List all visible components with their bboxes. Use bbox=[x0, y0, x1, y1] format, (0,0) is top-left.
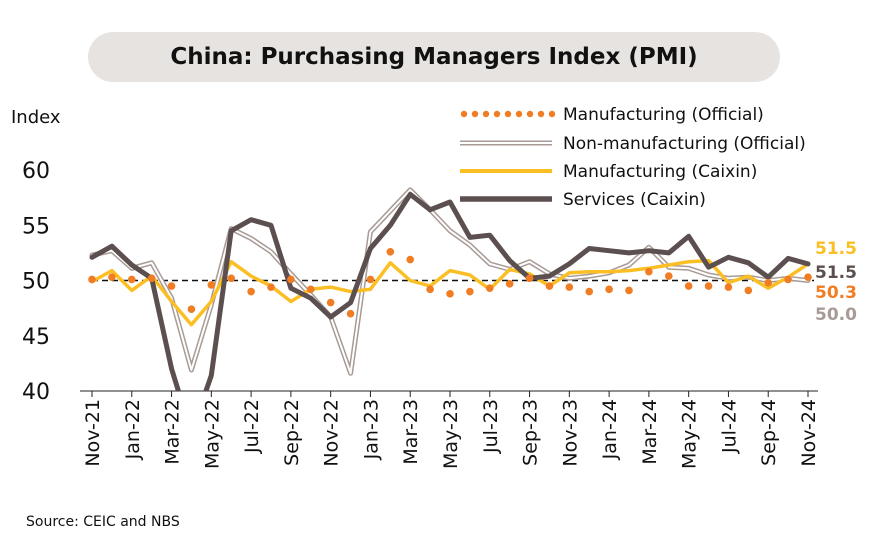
data-point-manufacturing-official bbox=[326, 298, 335, 307]
data-point-manufacturing-official bbox=[645, 267, 653, 276]
data-point-manufacturing-official bbox=[426, 285, 434, 294]
end-value-label: 50.3 bbox=[815, 283, 857, 303]
y-tick-label: 40 bbox=[22, 380, 50, 405]
data-point-manufacturing-official bbox=[147, 274, 156, 283]
plot-area bbox=[88, 187, 812, 391]
x-tick-label: Jul-24 bbox=[718, 399, 740, 454]
legend-swatch-manufacturing-official bbox=[504, 110, 512, 118]
x-tick-label: Jul-23 bbox=[480, 399, 502, 454]
chart-title: China: Purchasing Managers Index (PMI) bbox=[170, 44, 698, 70]
legend-label: Services (Caixin) bbox=[563, 190, 706, 210]
y-axis-label: Index bbox=[11, 107, 61, 128]
data-point-manufacturing-official bbox=[187, 305, 196, 314]
y-tick-label: 45 bbox=[22, 325, 50, 350]
x-tick-label: Nov-23 bbox=[559, 399, 581, 467]
legend-swatch-manufacturing-official bbox=[471, 110, 479, 118]
data-point-manufacturing-official bbox=[485, 284, 494, 293]
x-tick-label: Nov-22 bbox=[321, 399, 343, 467]
data-point-manufacturing-official bbox=[366, 275, 375, 284]
y-tick-label: 55 bbox=[22, 214, 50, 239]
legend-swatch-manufacturing-official bbox=[482, 110, 490, 118]
data-point-manufacturing-official bbox=[306, 285, 315, 294]
data-point-manufacturing-official bbox=[127, 275, 136, 284]
data-point-manufacturing-official bbox=[724, 283, 733, 291]
data-point-manufacturing-official bbox=[804, 273, 812, 281]
x-tick-label: Nov-21 bbox=[82, 399, 104, 467]
data-point-manufacturing-official bbox=[446, 289, 454, 298]
x-tick-label: Mar-23 bbox=[400, 399, 422, 465]
data-point-manufacturing-official bbox=[764, 278, 773, 287]
data-point-manufacturing-official bbox=[525, 274, 534, 283]
source-note: Source: CEIC and NBS bbox=[26, 514, 180, 530]
data-point-manufacturing-official bbox=[247, 287, 255, 296]
end-value-label: 50.0 bbox=[815, 305, 857, 325]
x-tick-label: Jan-24 bbox=[599, 399, 621, 460]
data-point-manufacturing-official bbox=[227, 274, 236, 283]
legend-swatch-manufacturing-official bbox=[493, 110, 501, 118]
x-tick-label: Jan-22 bbox=[122, 399, 144, 460]
legend-swatch-manufacturing-official bbox=[515, 110, 523, 118]
x-tick-label: Jul-22 bbox=[241, 399, 263, 454]
data-point-manufacturing-official bbox=[585, 287, 594, 296]
end-value-label: 51.5 bbox=[815, 263, 857, 283]
x-tick-label: Sep-24 bbox=[758, 399, 780, 466]
data-point-manufacturing-official bbox=[287, 275, 295, 284]
data-point-manufacturing-official bbox=[406, 255, 415, 264]
data-point-manufacturing-official bbox=[545, 282, 554, 290]
title-pill bbox=[88, 32, 780, 82]
x-tick-label: Mar-22 bbox=[162, 399, 184, 465]
data-point-manufacturing-official bbox=[386, 247, 395, 256]
data-point-manufacturing-official bbox=[704, 282, 713, 290]
y-tick-label: 50 bbox=[22, 270, 50, 295]
data-point-manufacturing-official bbox=[466, 287, 474, 296]
x-tick-label: Nov-24 bbox=[798, 399, 820, 467]
data-point-manufacturing-official bbox=[744, 286, 753, 295]
data-point-manufacturing-official bbox=[267, 283, 275, 291]
x-tick-label: May-24 bbox=[679, 399, 701, 469]
x-tick-label: Sep-22 bbox=[281, 399, 303, 466]
data-point-manufacturing-official bbox=[605, 285, 613, 294]
data-point-manufacturing-official bbox=[664, 272, 673, 280]
x-tick-label: May-23 bbox=[440, 399, 462, 469]
data-point-manufacturing-official bbox=[625, 286, 633, 295]
data-point-manufacturing-official bbox=[207, 281, 216, 289]
x-tick-label: Sep-23 bbox=[520, 399, 542, 466]
data-point-manufacturing-official bbox=[505, 280, 514, 288]
series-line-manufacturing-caixin bbox=[90, 258, 810, 327]
legend-label: Manufacturing (Caixin) bbox=[563, 162, 757, 182]
series-line-non-manufacturing-official-inner bbox=[91, 188, 809, 375]
data-point-manufacturing-official bbox=[108, 273, 116, 281]
x-tick-label: Jan-23 bbox=[360, 399, 382, 460]
data-point-manufacturing-official bbox=[684, 282, 693, 290]
legend-swatch-manufacturing-official bbox=[460, 110, 468, 118]
legend-label: Manufacturing (Official) bbox=[563, 105, 764, 125]
data-point-manufacturing-official bbox=[88, 275, 96, 284]
end-value-label: 51.5 bbox=[815, 239, 857, 259]
x-tick-label: May-22 bbox=[201, 399, 223, 469]
legend-swatch-manufacturing-official bbox=[537, 110, 545, 118]
data-point-manufacturing-official bbox=[784, 275, 792, 284]
legend-swatch-manufacturing-official bbox=[526, 110, 534, 118]
y-tick-label: 60 bbox=[22, 159, 50, 184]
legend-swatch-manufacturing-official bbox=[548, 110, 556, 118]
data-point-manufacturing-official bbox=[346, 309, 355, 318]
data-point-manufacturing-official bbox=[565, 283, 574, 291]
x-tick-label: Mar-24 bbox=[639, 399, 661, 465]
data-point-manufacturing-official bbox=[167, 282, 176, 290]
legend-label: Non-manufacturing (Official) bbox=[563, 134, 806, 154]
series-line-services-caixin bbox=[89, 191, 811, 391]
